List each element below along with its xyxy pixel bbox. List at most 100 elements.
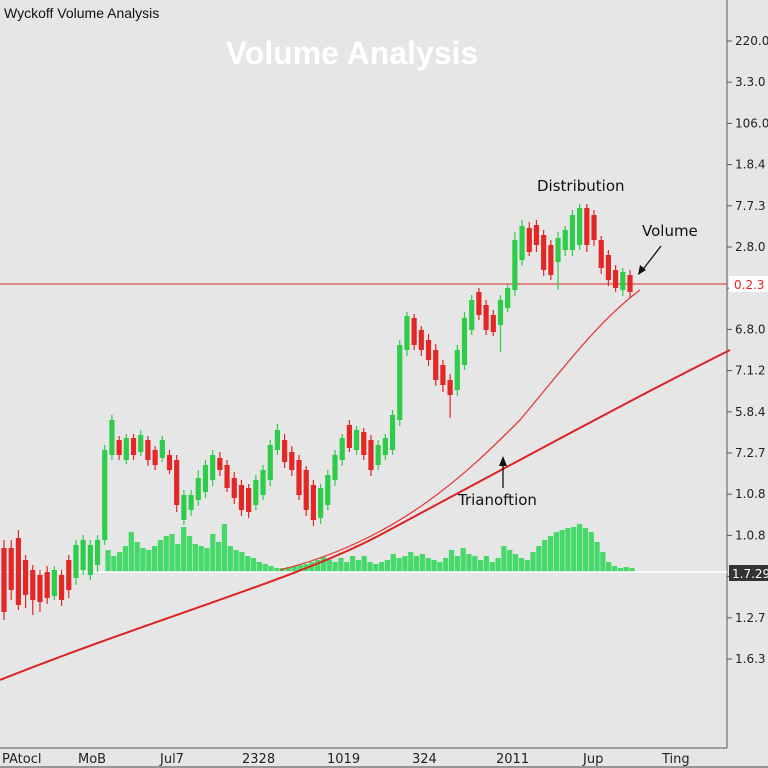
candle-body	[541, 235, 547, 270]
x-tick-label: Jup	[582, 752, 603, 767]
volume-bar	[629, 568, 635, 572]
candle-body	[562, 230, 568, 250]
volume-bar	[379, 562, 385, 572]
volume-bar	[128, 532, 134, 572]
candle-body	[368, 440, 374, 470]
volume-bar	[495, 558, 501, 572]
candle-body	[138, 435, 144, 452]
chart-title: Volume Analysis	[226, 35, 479, 71]
candle-body	[73, 545, 79, 578]
volume-bar	[443, 558, 449, 572]
candle-body	[397, 345, 403, 420]
distribution-annotation: Distribution	[537, 177, 625, 195]
candle-body	[152, 450, 158, 465]
volume-bar	[576, 524, 583, 572]
y-tick-label: 7.2.7	[735, 446, 766, 460]
candle-body	[210, 455, 216, 480]
volume-bar	[419, 554, 426, 572]
volume-bar	[600, 552, 606, 572]
volume-bar	[349, 556, 356, 572]
x-tick-label: 324	[412, 752, 437, 767]
y-tick-label: 1.6.3	[735, 652, 766, 666]
candle-body	[274, 430, 281, 450]
candle-body	[66, 560, 72, 590]
volume-bar	[332, 562, 338, 572]
candle-body	[109, 420, 115, 455]
candle-body	[411, 318, 417, 345]
candle-body	[195, 478, 201, 500]
y-tick-label: 6.8.0	[735, 322, 766, 336]
candle-body	[253, 480, 259, 505]
candle-body	[80, 540, 86, 570]
volume-bar	[542, 540, 548, 572]
candle-body	[375, 445, 381, 465]
price-tag-label: 0.2.3	[734, 278, 765, 292]
candle-body	[505, 288, 511, 308]
volume-bar	[582, 528, 589, 572]
volume-bar	[565, 528, 571, 572]
candle-body	[202, 465, 209, 492]
volume-bar	[507, 550, 513, 572]
volume-bar	[547, 536, 554, 572]
volume-bar	[291, 566, 297, 572]
volume-bar	[140, 548, 146, 572]
candle-body	[353, 430, 360, 450]
volume-bar	[338, 558, 344, 572]
volume-bar	[413, 556, 420, 572]
candle-body	[289, 452, 295, 470]
volume-bar	[606, 562, 612, 572]
volume-bar	[157, 540, 164, 572]
candle-body	[382, 438, 388, 455]
volume-annotation-arrow	[640, 245, 662, 273]
candle-body	[555, 238, 561, 262]
volume-bar	[204, 548, 210, 572]
volume-bar	[146, 550, 152, 572]
volume-bar	[437, 562, 443, 572]
volume-bar	[396, 558, 402, 572]
candle-body	[620, 272, 626, 290]
volume-bar	[163, 536, 169, 572]
volume-bar	[314, 560, 321, 572]
candle-body	[44, 572, 50, 598]
volume-bar	[280, 568, 286, 572]
candle-body	[94, 540, 101, 565]
window-title: Wyckoff Volume Analysis	[4, 5, 159, 21]
candle-body	[123, 438, 129, 460]
volume-bar	[186, 536, 193, 572]
volume-bar	[536, 546, 542, 572]
volume-bar	[250, 558, 257, 572]
x-tick-label: PAtocl	[2, 752, 41, 767]
candle-body	[526, 228, 532, 252]
volume-bar	[448, 550, 455, 572]
candle-body	[569, 215, 576, 250]
y-tick-label: 1.8.4	[735, 158, 766, 172]
volume-bar	[245, 556, 251, 572]
volume-bar	[326, 560, 332, 572]
candle-body	[497, 300, 504, 325]
volume-tag-box	[729, 565, 768, 581]
volume-bar	[285, 567, 292, 572]
candle-body	[37, 575, 43, 602]
candle-body	[130, 438, 137, 455]
volume-bar	[478, 560, 484, 572]
x-tick-label: MoB	[78, 752, 106, 767]
candle-body	[483, 305, 489, 330]
candle-body	[166, 455, 173, 470]
volume-bar	[239, 552, 245, 572]
volume-bar	[151, 546, 158, 572]
volume-bar	[111, 556, 117, 572]
candle-body	[8, 548, 14, 590]
volume-bar	[408, 552, 414, 572]
volume-bar	[233, 550, 239, 572]
candle-body	[418, 330, 424, 350]
volume-bar	[431, 560, 437, 572]
volume-bar	[489, 562, 495, 572]
y-tick-label: 2.8.0	[735, 240, 766, 254]
volume-tag-label: 1.7.29	[732, 567, 768, 581]
volume-bar	[198, 546, 204, 572]
volume-bar	[262, 564, 268, 572]
volume-bar	[105, 550, 111, 572]
candle-body	[188, 495, 194, 510]
candle-body	[145, 440, 151, 460]
